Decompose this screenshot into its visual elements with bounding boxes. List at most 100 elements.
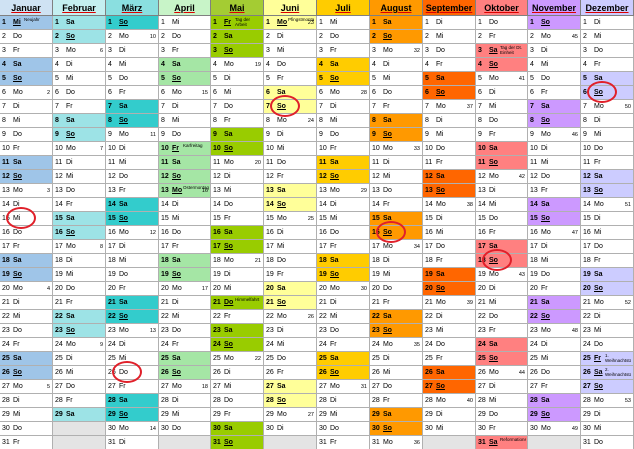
- weekday-label: Do: [541, 271, 550, 278]
- week-number: 29: [360, 188, 367, 194]
- day-cell: 17 So: [211, 240, 264, 254]
- day-number: 24: [266, 341, 274, 348]
- weekday-label: Fr: [119, 285, 126, 292]
- month-name: Februar: [62, 3, 96, 13]
- day-number: 19: [319, 271, 327, 278]
- day-cell: 2 So: [53, 30, 106, 44]
- week-number: 52: [624, 300, 631, 306]
- weekday-label: Di: [66, 159, 73, 166]
- day-number: 21: [161, 299, 169, 306]
- weekday-label: Sa: [330, 355, 339, 362]
- day-cell: 11 Sa: [317, 156, 370, 170]
- weekday-label: So: [383, 33, 392, 40]
- weekday-label: Di: [383, 159, 390, 166]
- week-number: 6: [99, 48, 103, 54]
- day-number: 3: [583, 47, 587, 54]
- day-number: 4: [478, 61, 482, 68]
- day-number: 13: [266, 187, 274, 194]
- day-number: 23: [530, 327, 538, 334]
- weekday-label: Do: [594, 47, 603, 54]
- day-cell: 14 Mi: [476, 198, 528, 212]
- weekday-label: Sa: [277, 187, 286, 194]
- day-number: 5: [161, 75, 165, 82]
- day-number: 30: [266, 425, 274, 432]
- day-cell: 22 Mo 26: [264, 310, 317, 324]
- day-cell: 16 Mi: [581, 226, 634, 240]
- day-cell: 29 So: [106, 408, 159, 422]
- weekday-label: Fr: [224, 215, 231, 222]
- weekday-label: Mi: [330, 313, 338, 320]
- day-number: 8: [478, 117, 482, 124]
- day-number: 24: [2, 341, 10, 348]
- empty-day-cell: [53, 436, 106, 449]
- weekday-label: Mo: [224, 159, 234, 166]
- day-number: 31: [583, 439, 591, 446]
- weekday-label: Do: [489, 19, 498, 26]
- day-cell: 9 Do: [0, 128, 53, 142]
- day-number: 13: [583, 187, 591, 194]
- week-number: 8: [99, 244, 103, 250]
- day-number: 20: [213, 285, 221, 292]
- day-cell: 1 Do: [476, 16, 528, 30]
- day-number: 8: [55, 117, 59, 124]
- day-number: 2: [530, 33, 534, 40]
- weekday-label: Di: [119, 243, 126, 250]
- week-number: 35: [413, 342, 420, 348]
- day-cell: 31 Fr: [0, 436, 53, 449]
- day-cell: 10 Di: [106, 142, 159, 156]
- month-name: Juni: [280, 3, 300, 13]
- day-cell: 7 Di: [159, 100, 211, 114]
- holiday-name: 1. Weihnachtstag: [605, 353, 631, 363]
- weekday-label: Mi: [489, 201, 497, 208]
- weekday-label: Do: [594, 439, 603, 446]
- day-cell: 2 Mo 45: [528, 30, 581, 44]
- day-number: 26: [213, 369, 221, 376]
- weekday-label: Di: [66, 355, 73, 362]
- weekday-label: Di: [436, 411, 443, 418]
- weekday-label: Mo: [172, 187, 183, 194]
- weekday-label: Mo: [172, 285, 182, 292]
- weekday-label: Mi: [541, 159, 549, 166]
- week-number: 37: [466, 104, 473, 110]
- day-number: 29: [372, 411, 380, 418]
- day-number: 3: [478, 47, 482, 54]
- day-cell: 19 So: [317, 268, 370, 282]
- day-cell: 26 So: [0, 366, 53, 380]
- holiday-name: Karfreitag: [183, 143, 203, 148]
- weekday-label: Fr: [224, 117, 231, 124]
- day-cell: 9 Fr: [476, 128, 528, 142]
- day-number: 21: [108, 299, 116, 306]
- day-cell: 4 Di: [370, 58, 423, 72]
- day-number: 1: [583, 19, 587, 26]
- day-number: 11: [108, 159, 116, 166]
- day-cell: 18 Do: [264, 254, 317, 268]
- weekday-label: Do: [489, 215, 498, 222]
- day-number: 30: [583, 425, 591, 432]
- weekday-label: So: [383, 327, 392, 334]
- day-number: 29: [266, 411, 274, 418]
- day-number: 18: [425, 257, 433, 264]
- month-header-dezember: Dezember: [581, 0, 634, 16]
- day-number: 30: [161, 425, 169, 432]
- day-cell: 1 Mi Neujahr: [0, 16, 53, 30]
- day-number: 1: [319, 19, 323, 26]
- week-number: 44: [518, 370, 525, 376]
- day-number: 7: [213, 103, 217, 110]
- day-cell: 19 Do: [106, 268, 159, 282]
- day-cell: 2 Do: [0, 30, 53, 44]
- day-number: 29: [478, 411, 486, 418]
- day-number: 24: [213, 341, 221, 348]
- day-number: 5: [372, 75, 376, 82]
- weekday-label: So: [436, 285, 445, 292]
- day-number: 13: [530, 187, 538, 194]
- day-number: 9: [425, 131, 429, 138]
- weekday-label: So: [119, 313, 128, 320]
- day-number: 8: [530, 117, 534, 124]
- day-cell: 28 Do: [211, 394, 264, 408]
- weekday-label: Sa: [13, 257, 22, 264]
- weekday-label: Mi: [594, 229, 602, 236]
- day-number: 6: [55, 89, 59, 96]
- weekday-label: Do: [224, 103, 233, 110]
- day-number: 14: [425, 201, 433, 208]
- weekday-label: So: [489, 257, 498, 264]
